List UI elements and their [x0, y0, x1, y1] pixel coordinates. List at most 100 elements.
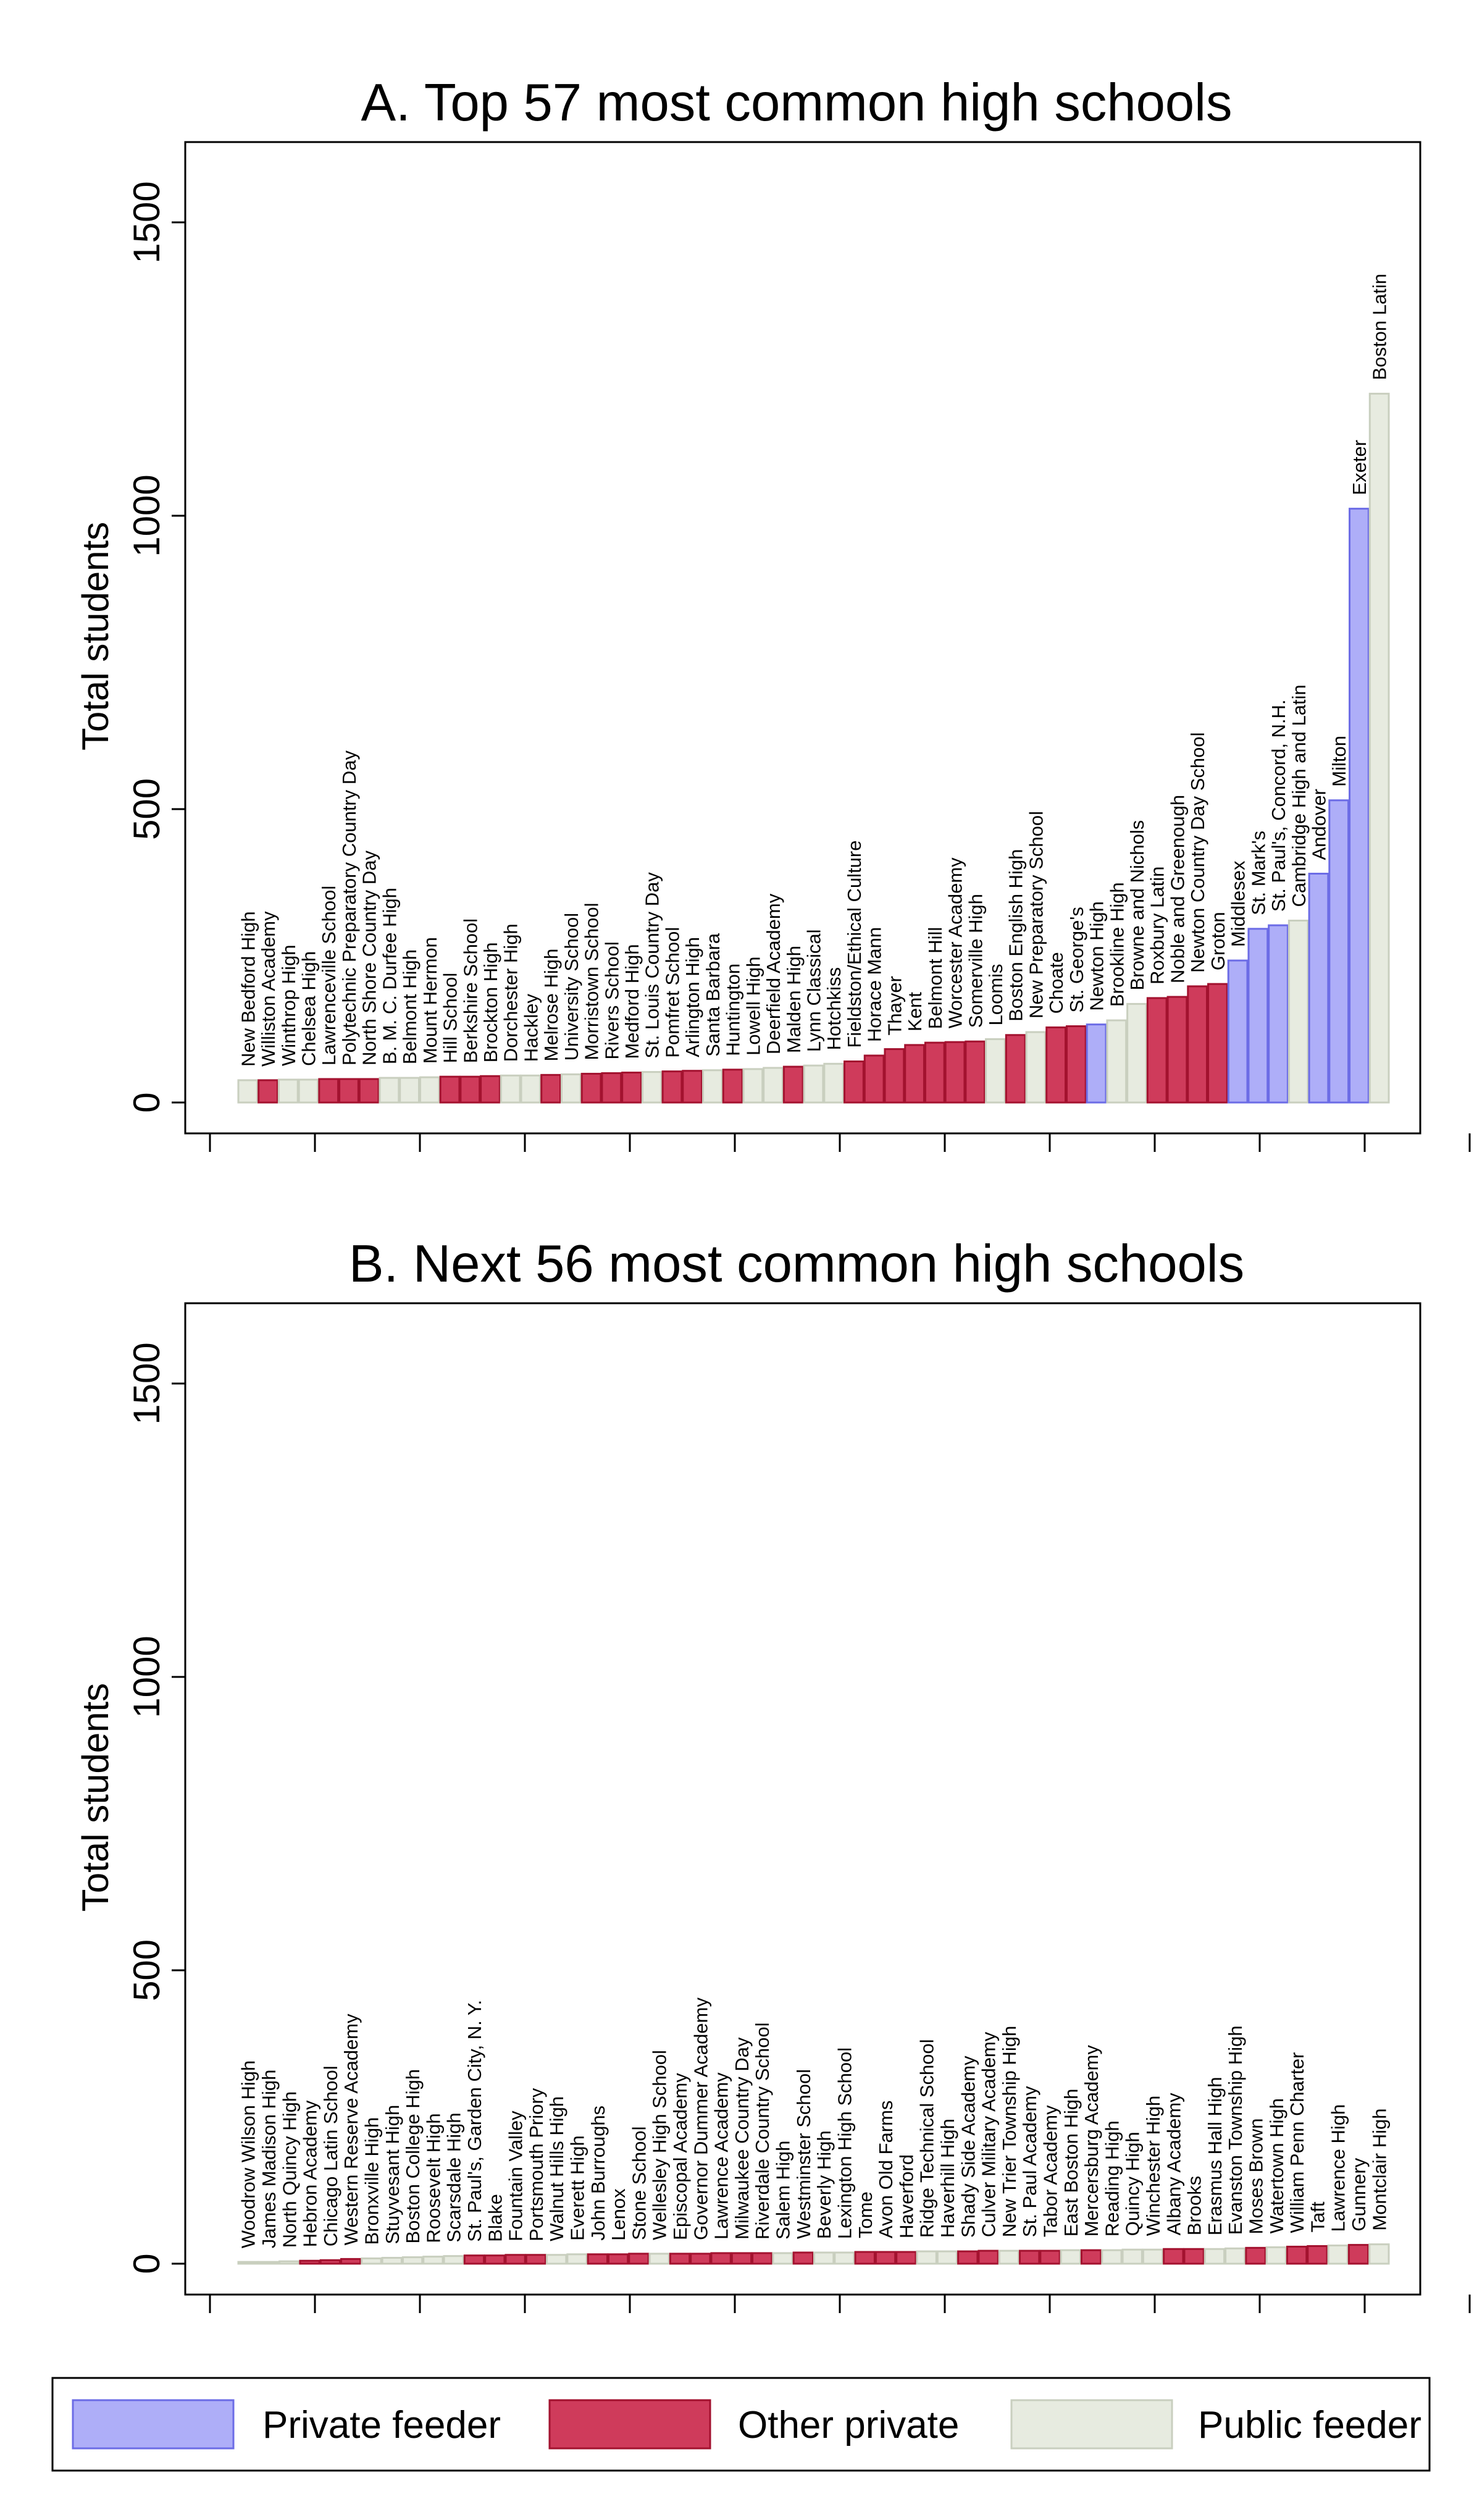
bar-label: Deerfield Academy: [763, 893, 784, 1054]
bar-label: Hotchkiss: [823, 967, 845, 1050]
bar-label: Horace Mann: [864, 927, 885, 1042]
y-tick-label: 0: [126, 1092, 167, 1112]
bar-other-private: [965, 1040, 986, 1104]
bar-public-feeder: [985, 1038, 1006, 1104]
bar-label: Melrose High: [540, 949, 562, 1062]
bar-other-private: [1080, 2249, 1102, 2265]
panel-b-y-axis-label: Total students: [75, 1683, 116, 1912]
bar-public-feeder: [641, 1071, 663, 1104]
bar-label: Hackley: [520, 994, 542, 1062]
bar-label: Stuyvesant High: [382, 2105, 403, 2245]
bar-other-private: [504, 2254, 526, 2265]
bar-label: New Trier Township High: [998, 2026, 1020, 2237]
bar-other-private: [480, 1075, 501, 1104]
bar-public-feeder: [763, 1067, 784, 1104]
bar-label: Chicago Latin School: [320, 2065, 341, 2246]
y-tick-label: 1000: [126, 474, 167, 556]
bar-public-feeder: [237, 2261, 259, 2265]
bar-public-feeder: [772, 2252, 793, 2265]
panel-a-title: A. Top 57 most common high schools: [361, 74, 1232, 132]
panel-b-title: B. Next 56 most common high schools: [349, 1235, 1244, 1293]
bar-public-feeder: [1225, 2247, 1246, 2265]
panel-b-plot-frame: [184, 1302, 1421, 2296]
legend-frame: [51, 2377, 1431, 2472]
bar-other-private: [1163, 2248, 1184, 2265]
bar-other-private: [722, 1069, 743, 1104]
bar-label: B. M. C. Durfee High: [379, 888, 400, 1064]
bar-label: Loomis: [985, 964, 1007, 1025]
bar-public-feeder: [1368, 392, 1390, 1104]
bar-label: Lexington High School: [834, 2048, 855, 2239]
bar-public-feeder: [813, 2251, 835, 2265]
bar-public-feeder: [1025, 1031, 1047, 1104]
bar-other-private: [338, 1078, 359, 1104]
y-tick-label: 500: [126, 1939, 167, 2001]
bar-other-private: [1166, 996, 1188, 1104]
bar-label: Riverdale Country School: [751, 2022, 773, 2240]
bar-other-private: [463, 2254, 485, 2265]
bar-label: Everett High: [567, 2135, 588, 2241]
bar-label: Belmont Hill: [924, 927, 946, 1029]
bar-label: Thayer: [884, 976, 905, 1035]
bar-other-private: [854, 2251, 876, 2265]
bar-label: Ridge Technical School: [916, 2039, 938, 2238]
bar-other-private: [525, 2254, 547, 2265]
bar-public-feeder: [823, 1062, 845, 1104]
bar-label: Rivers School: [601, 941, 622, 1059]
bar-private-feeder: [1227, 959, 1249, 1104]
bar-label: Newton Country Day School: [1187, 732, 1208, 972]
bar-label: Roxbury Latin: [1147, 867, 1168, 985]
bar-label: Stone School: [628, 2126, 650, 2240]
bar-public-feeder: [422, 2256, 444, 2265]
bar-other-private: [601, 1072, 622, 1104]
bar-public-feeder: [1101, 2249, 1123, 2265]
bar-other-private: [459, 1075, 481, 1104]
bar-private-feeder: [1308, 873, 1329, 1104]
bar-private-feeder: [1247, 928, 1269, 1104]
legend-swatch-other-private: [548, 2399, 711, 2450]
panel-a-x-axis: [209, 1133, 1471, 1152]
bar-label: Haverhill High: [937, 2119, 958, 2238]
bar-public-feeder: [520, 1074, 542, 1104]
panel-a: A. Top 57 most common high schools Total…: [75, 74, 1471, 1152]
legend-label-public-feeder: Public feeder: [1198, 2404, 1421, 2446]
bar-label: St. Paul's, Concord, N.H.: [1268, 699, 1289, 912]
bar-label: Lynn Classical: [803, 929, 825, 1052]
panel-a-plot-frame: [184, 141, 1421, 1135]
bar-other-private: [1039, 2249, 1061, 2265]
bar-label: Polytechnic Preparatory Country Day: [338, 750, 360, 1065]
bar-label: Governor Dummer Academy: [690, 1997, 711, 2240]
bar-other-private: [895, 2251, 917, 2265]
bar-public-feeder: [419, 1076, 440, 1104]
bar-public-feeder: [936, 2250, 958, 2265]
bar-label: Newton High: [1086, 901, 1108, 1010]
bar-label: Middlesex: [1228, 860, 1249, 947]
bar-public-feeder: [1142, 2248, 1164, 2265]
bar-label: Andover: [1308, 789, 1329, 860]
bar-other-private: [1207, 983, 1228, 1104]
bar-other-private: [863, 1054, 885, 1104]
bar-label: Episcopal Academy: [669, 2073, 691, 2240]
bar-public-feeder: [1106, 1019, 1128, 1104]
bar-other-private: [782, 1065, 804, 1104]
bar-other-private: [957, 2250, 979, 2265]
bar-label: Haverford: [895, 2154, 917, 2238]
bar-public-feeder: [237, 1079, 259, 1104]
bar-label: Lawrence Academy: [711, 2072, 732, 2240]
panel-a-bars: [237, 392, 1390, 1104]
bar-public-feeder: [1204, 2248, 1226, 2265]
bar-label: Dorchester High: [500, 923, 522, 1062]
bar-private-feeder: [1086, 1023, 1107, 1104]
bar-label: Hill School: [440, 973, 461, 1063]
bar-other-private: [1183, 2248, 1205, 2265]
bar-private-feeder: [1349, 508, 1370, 1104]
bar-other-private: [661, 1070, 683, 1104]
bar-label: Medford High: [621, 944, 643, 1059]
y-tick-label: 1500: [126, 181, 167, 263]
bar-label: Worcester Academy: [945, 857, 966, 1028]
bar-other-private: [1347, 2244, 1370, 2265]
bar-other-private: [439, 1075, 461, 1104]
bar-public-feeder: [401, 2256, 424, 2265]
bar-public-feeder: [1121, 2248, 1143, 2265]
